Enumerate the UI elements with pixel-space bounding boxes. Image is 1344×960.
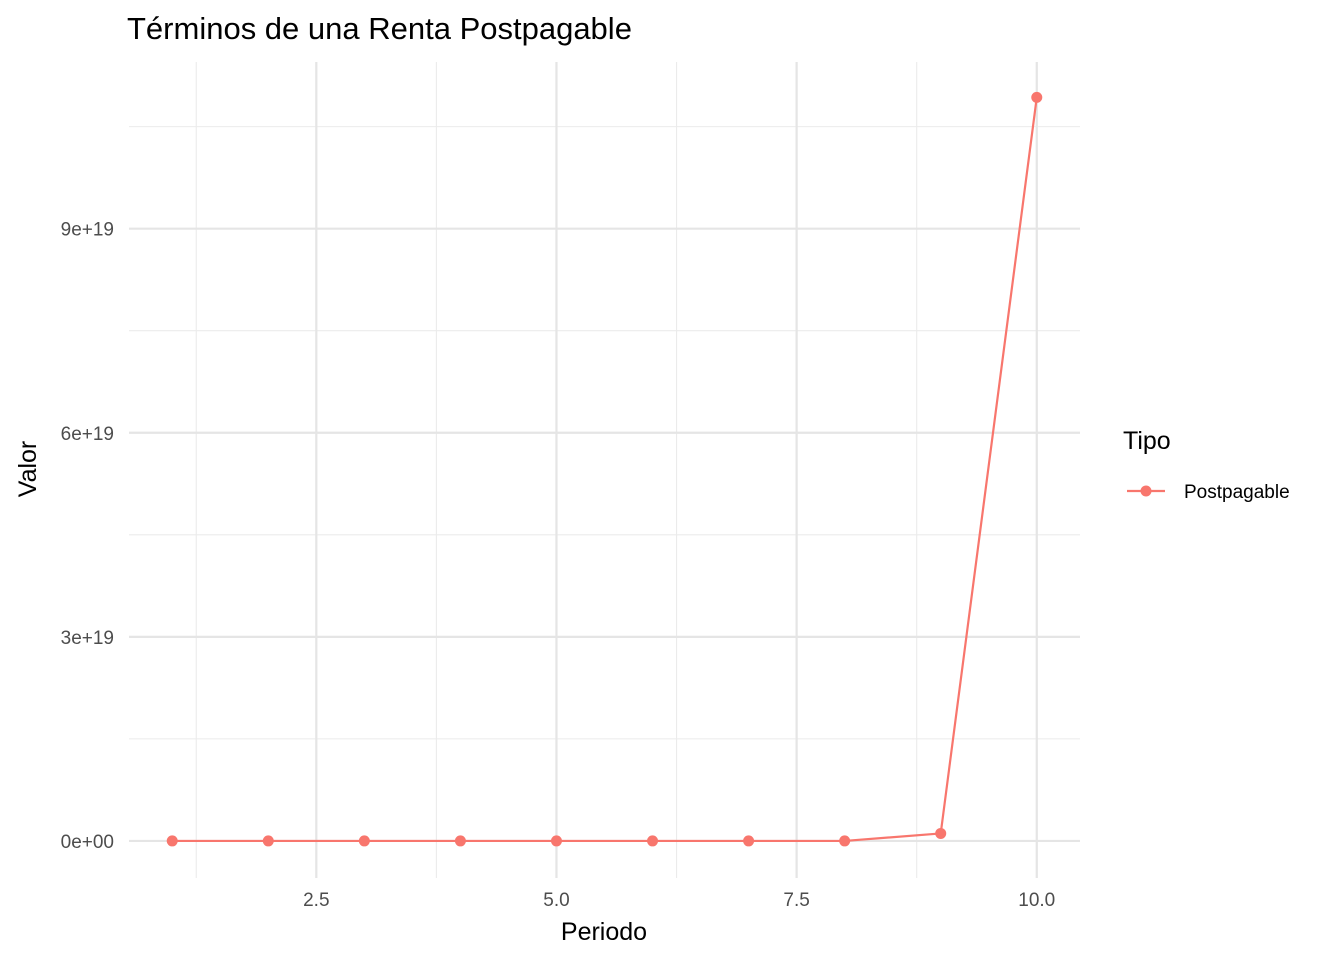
x-tick-label: 10.0 [1018,890,1055,911]
data-point [454,835,466,847]
x-tick-labels: 2.5 5.0 7.5 10.0 [303,890,1055,911]
data-point [358,835,370,847]
grid-minor [129,62,1080,878]
y-tick-label: 6e+19 [61,424,114,445]
series-layer [166,91,1043,847]
data-point [935,827,947,839]
chart-title: Términos de una Renta Postpagable [127,11,632,46]
series-line [172,97,1038,843]
y-tick-labels: 0e+00 3e+19 6e+19 9e+19 [61,220,114,853]
data-point [166,835,178,847]
y-tick-label: 3e+19 [61,628,114,649]
legend: Tipo Postpagable [1123,427,1290,503]
legend-title: Tipo [1123,427,1171,455]
data-point [647,835,659,847]
x-tick-label: 5.0 [543,890,569,911]
legend-point-swatch [1140,485,1152,497]
x-tick-label: 7.5 [783,890,809,911]
data-point [1031,91,1043,103]
data-point [743,835,755,847]
data-point [262,835,274,847]
legend-label: Postpagable [1184,482,1290,503]
y-axis-title: Valor [14,441,42,498]
x-axis-title: Periodo [561,918,647,946]
data-point [550,835,562,847]
grid-major [129,62,1080,878]
data-point [839,835,851,847]
y-tick-label: 0e+00 [61,832,114,853]
x-tick-label: 2.5 [303,890,329,911]
y-tick-label: 9e+19 [61,220,114,241]
